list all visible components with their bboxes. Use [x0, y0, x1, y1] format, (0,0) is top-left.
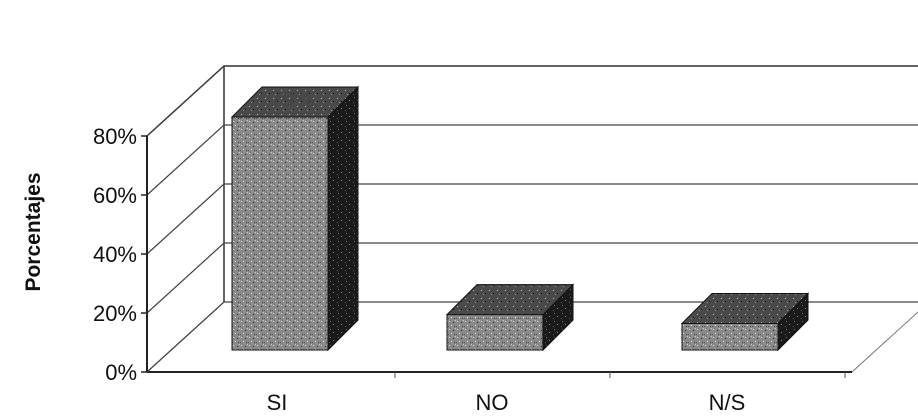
y-axis-label: Porcentajes — [22, 172, 45, 291]
bar-front — [681, 322, 779, 351]
bar-front — [446, 314, 544, 351]
gridline — [146, 124, 918, 196]
bar — [445, 283, 575, 352]
y-tick-label: 60% — [93, 183, 137, 208]
labels: SI 79% NO N/S — [267, 87, 746, 415]
bar-top — [230, 86, 360, 118]
gridline — [146, 183, 918, 255]
gridline — [146, 65, 918, 137]
x-tick-label: SI — [267, 390, 288, 415]
bars — [230, 85, 810, 352]
gridlines — [146, 65, 918, 373]
gridline — [146, 242, 918, 314]
bar-top — [680, 292, 810, 324]
bar-front — [231, 116, 329, 351]
axes: 0% 20% 40% 60% 80% — [93, 124, 846, 385]
x-tick-label: NO — [476, 390, 509, 415]
bar-top — [445, 284, 575, 316]
data-label: 79% — [270, 87, 314, 112]
y-tick-label: 20% — [93, 301, 137, 326]
y-tick-label: 40% — [93, 242, 137, 267]
gridline — [146, 301, 918, 373]
floor-right-edge — [851, 311, 918, 373]
y-tick-label: 0% — [105, 360, 137, 385]
bar — [680, 292, 810, 352]
x-tick-label: N/S — [709, 390, 746, 415]
bar-side — [327, 85, 359, 352]
bar — [230, 85, 360, 352]
y-tick-label: 80% — [93, 124, 137, 149]
